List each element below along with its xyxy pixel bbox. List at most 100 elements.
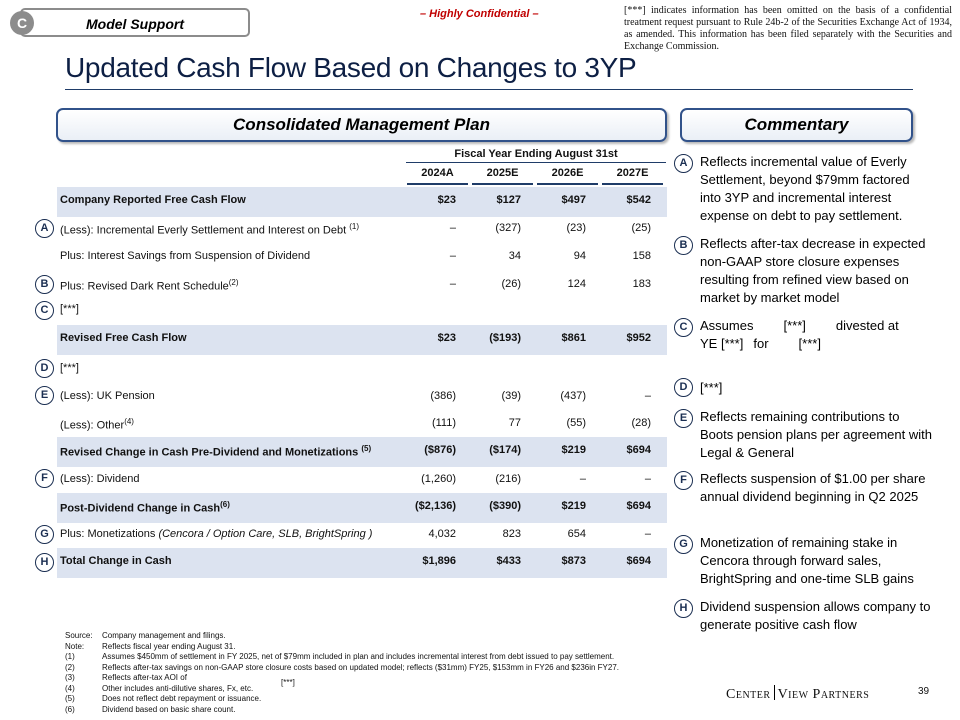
row-value: $433 [496, 555, 521, 567]
table-row-interest-savings: Plus: Interest Savings from Suspension o… [57, 243, 667, 271]
confidential-label: – Highly Confidential – [420, 8, 539, 20]
marker-d: D [35, 359, 54, 378]
marker-g: G [35, 525, 54, 544]
row-value: (1,260) [421, 473, 456, 485]
row-value: 823 [502, 528, 521, 540]
column-header-2027e: 2027E [616, 167, 649, 179]
commentary-marker-c: C [674, 318, 693, 337]
row-value: $542 [626, 194, 651, 206]
marker-e: E [35, 386, 54, 405]
row-label: (Less): Other(4) [60, 417, 134, 432]
footnote: (3) Reflects after-tax AOI of [65, 673, 187, 682]
row-value: $219 [561, 500, 586, 512]
row-value: (39) [501, 390, 521, 402]
row-value: $127 [496, 194, 521, 206]
table-row-monetizations: Plus: Monetizations (Cencora / Option Ca… [57, 521, 667, 549]
commentary-f: Reflects suspension of $1.00 per share a… [700, 471, 926, 504]
footnote-redaction: [***] [281, 678, 295, 687]
table-row-total-change-cash: Total Change in Cash $1,896 $433 $873 $6… [57, 548, 667, 578]
table-row-company-fcf: Company Reported Free Cash Flow $23 $127… [57, 187, 667, 217]
row-value: $952 [626, 332, 651, 344]
section-tab: Model Support C [10, 8, 251, 39]
row-value: (111) [431, 417, 456, 429]
row-value: (327) [495, 222, 521, 234]
row-value: 654 [567, 528, 586, 540]
row-value: (437) [560, 390, 586, 402]
page-title: Updated Cash Flow Based on Changes to 3Y… [65, 52, 637, 83]
brand-logo: Center View Partners [726, 685, 870, 702]
row-label: Post-Dividend Change in Cash(6) [60, 500, 230, 515]
fiscal-year-header: Fiscal Year Ending August 31st [454, 148, 618, 160]
table-row-uk-pension: (Less): UK Pension (386) (39) (437) – [57, 383, 667, 411]
row-label: [***] [60, 303, 79, 315]
row-value: $1,896 [422, 555, 456, 567]
row-value: 94 [573, 250, 586, 262]
footnote: Source: Company management and filings. [65, 631, 226, 640]
commentary-marker-f: F [674, 471, 693, 490]
column-rule [472, 183, 533, 185]
row-value: $694 [626, 444, 651, 456]
row-value: $694 [626, 555, 651, 567]
row-value: ($2,136) [415, 500, 456, 512]
row-value: 158 [632, 250, 651, 262]
row-value: (23) [566, 222, 586, 234]
row-value: ($193) [489, 332, 521, 344]
commentary-marker-e: E [674, 409, 693, 428]
table-row-dark-rent: Plus: Revised Dark Rent Schedule(2) – (2… [57, 271, 667, 299]
row-value: $861 [561, 332, 586, 344]
column-header-2025e: 2025E [486, 167, 519, 179]
commentary-marker-h: H [674, 599, 693, 618]
row-label: Company Reported Free Cash Flow [60, 194, 246, 206]
row-label: Plus: Revised Dark Rent Schedule(2) [60, 278, 239, 293]
row-label: [***] [60, 362, 79, 374]
title-divider [65, 89, 913, 90]
marker-b: B [35, 275, 54, 294]
footnote: (1) Assumes $450mm of settlement in FY 20… [65, 652, 615, 661]
row-label: Total Change in Cash [60, 555, 172, 567]
marker-h: H [35, 553, 54, 572]
row-label: Revised Free Cash Flow [60, 332, 187, 344]
table-row-other: (Less): Other(4) (111) 77 (55) (28) [57, 410, 667, 438]
column-rule [537, 183, 598, 185]
section-tab-label: Model Support [86, 16, 184, 32]
column-rule [407, 183, 468, 185]
commentary-section-header: Commentary [680, 108, 913, 142]
commentary-h: Dividend suspension allows company to ge… [700, 599, 931, 632]
row-value: (25) [631, 222, 651, 234]
row-value: $219 [561, 444, 586, 456]
row-value: – [449, 278, 456, 290]
commentary-marker-b: B [674, 236, 693, 255]
commentary-marker-g: G [674, 535, 693, 554]
row-value: ($390) [489, 500, 521, 512]
commentary-e: Reflects remaining contributions to Boot… [700, 409, 932, 460]
table-row-dividend: (Less): Dividend (1,260) (216) – – [57, 466, 667, 494]
row-value: $873 [561, 555, 586, 567]
row-value: – [644, 528, 651, 540]
commentary-g: Monetization of remaining stake in Cenco… [700, 535, 914, 586]
row-value: (28) [631, 417, 651, 429]
row-value: ($174) [489, 444, 521, 456]
row-value: $497 [561, 194, 586, 206]
marker-c: C [35, 301, 54, 320]
section-tab-box: Model Support [20, 8, 250, 37]
column-header-2026e: 2026E [551, 167, 584, 179]
row-value: – [644, 473, 651, 485]
row-value: (26) [501, 278, 521, 290]
column-rule [602, 183, 663, 185]
row-label: Plus: Monetizations (Cencora / Option Ca… [60, 528, 373, 540]
row-value: $694 [626, 500, 651, 512]
footnote: Note: Reflects fiscal year ending August … [65, 641, 236, 651]
row-value: 183 [632, 278, 651, 290]
marker-a: A [35, 219, 54, 238]
row-label: (Less): Dividend [60, 473, 140, 485]
row-value: – [449, 222, 456, 234]
row-label: Plus: Interest Savings from Suspension o… [60, 250, 311, 262]
row-value: 4,032 [428, 528, 456, 540]
commentary-marker-a: A [674, 154, 693, 173]
row-value: – [644, 390, 651, 402]
row-value: $23 [437, 332, 456, 344]
row-value: (386) [430, 390, 456, 402]
footnote: (6) Dividend based on basic share count. [65, 704, 236, 714]
footnote: (4) Other includes anti-dilutive shares, … [65, 683, 254, 693]
table-row-revised-change-cash: Revised Change in Cash Pre-Dividend and … [57, 437, 667, 467]
